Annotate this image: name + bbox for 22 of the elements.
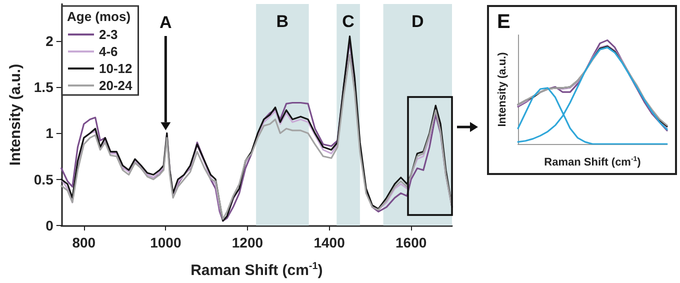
legend-label: 10-12 — [99, 61, 132, 76]
chart-title: E — [497, 11, 510, 33]
x-tick-label: 1600 — [396, 234, 427, 250]
legend-label: 2-3 — [99, 27, 118, 42]
y-axis-title: Intensity (a.u.) — [7, 64, 24, 166]
y-tick-label: 1 — [46, 125, 54, 142]
x-tick-label: 1400 — [314, 234, 346, 250]
band-label: B — [276, 12, 289, 31]
x-tick-label: 1200 — [232, 234, 264, 250]
y-tick-label: 2 — [46, 32, 54, 49]
y-tick-label: 1.5 — [34, 79, 54, 96]
x-tick-label: 800 — [72, 234, 96, 250]
annotation: A — [160, 13, 172, 32]
y-tick-label: 0.5 — [34, 171, 54, 188]
legend-title: Age (mos) — [67, 9, 131, 24]
y-axis-title: Intensity (a.u.) — [496, 52, 508, 127]
legend-label: 4-6 — [99, 44, 118, 59]
band-label: C — [342, 12, 354, 31]
y-tick-label: 0 — [46, 218, 54, 234]
x-tick-label: 1000 — [150, 234, 182, 250]
legend-label: 20-24 — [99, 78, 134, 93]
band-label: D — [412, 12, 424, 31]
